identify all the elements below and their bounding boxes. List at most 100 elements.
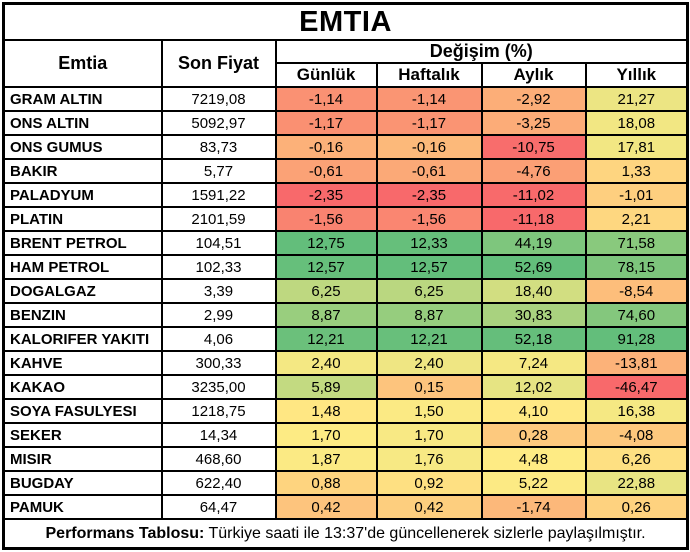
change-cell-haftalik: -0,16 [375, 134, 483, 160]
last-price: 83,73 [160, 134, 277, 160]
commodity-name: PALADYUM [2, 182, 163, 208]
table-row: GRAM ALTIN 7219,08 -1,14 -1,14 -2,92 21,27 [2, 86, 689, 112]
column-header-aylik: Aylık [480, 62, 587, 88]
table-row: ONS ALTIN 5092,97 -1,17 -1,17 -3,25 18,08 [2, 110, 689, 136]
commodity-name: KALORIFER YAKITI [2, 326, 163, 352]
change-cell-haftalik: 1,70 [375, 422, 483, 448]
commodity-name: BUGDAY [2, 470, 163, 496]
change-cell-yillik: 18,08 [584, 110, 689, 136]
change-cell-yillik: 17,81 [584, 134, 689, 160]
commodity-name: MISIR [2, 446, 163, 472]
last-price: 468,60 [160, 446, 277, 472]
commodity-name: PAMUK [2, 494, 163, 520]
table-row: KAKAO 3235,00 5,89 0,15 12,02 -46,47 [2, 374, 689, 400]
change-cell-gunluk: -0,61 [274, 158, 378, 184]
table-row: ONS GUMUS 83,73 -0,16 -0,16 -10,75 17,81 [2, 134, 689, 160]
change-cell-haftalik: 0,92 [375, 470, 483, 496]
commodity-name: BAKIR [2, 158, 163, 184]
last-price: 14,34 [160, 422, 277, 448]
change-cell-gunluk: 1,70 [274, 422, 378, 448]
change-cell-gunluk: 1,87 [274, 446, 378, 472]
footer-note-text: Türkiye saati ile 13:37'de güncellenerek… [208, 524, 646, 542]
last-price: 3235,00 [160, 374, 277, 400]
change-cell-yillik: 0,26 [584, 494, 689, 520]
title-row: EMTIA [2, 2, 689, 41]
commodity-name: SOYA FASULYESI [2, 398, 163, 424]
change-cell-aylik: -10,75 [480, 134, 587, 160]
change-cell-gunluk: 0,42 [274, 494, 378, 520]
change-cell-aylik: 12,02 [480, 374, 587, 400]
footer-row: Performans Tablosu: Türkiye saati ile 13… [2, 518, 689, 550]
change-cell-gunluk: -1,56 [274, 206, 378, 232]
commodity-name: BRENT PETROL [2, 230, 163, 256]
change-cell-haftalik: -2,35 [375, 182, 483, 208]
table-row: DOGALGAZ 3,39 6,25 6,25 18,40 -8,54 [2, 278, 689, 304]
last-price: 2,99 [160, 302, 277, 328]
change-cell-haftalik: 0,15 [375, 374, 483, 400]
change-cell-aylik: -11,18 [480, 206, 587, 232]
last-price: 7219,08 [160, 86, 277, 112]
last-price: 1591,22 [160, 182, 277, 208]
change-cell-aylik: -2,92 [480, 86, 587, 112]
table-row: SOYA FASULYESI 1218,75 1,48 1,50 4,10 16,38 [2, 398, 689, 424]
change-cell-haftalik: 2,40 [375, 350, 483, 376]
change-cell-aylik: -4,76 [480, 158, 587, 184]
commodity-name: ONS ALTIN [2, 110, 163, 136]
change-cell-haftalik: -1,14 [375, 86, 483, 112]
table-row: PALADYUM 1591,22 -2,35 -2,35 -11,02 -1,01 [2, 182, 689, 208]
change-cell-yillik: -4,08 [584, 422, 689, 448]
table-row: BENZIN 2,99 8,87 8,87 30,83 74,60 [2, 302, 689, 328]
change-cell-gunluk: -1,14 [274, 86, 378, 112]
change-cell-yillik: 21,27 [584, 86, 689, 112]
table-row: KAHVE 300,33 2,40 2,40 7,24 -13,81 [2, 350, 689, 376]
change-cell-gunluk: -1,17 [274, 110, 378, 136]
change-cell-aylik: 18,40 [480, 278, 587, 304]
table-row: KALORIFER YAKITI 4,06 12,21 12,21 52,18 91,28 [2, 326, 689, 352]
change-cell-haftalik: 1,50 [375, 398, 483, 424]
column-header-yillik: Yıllık [584, 62, 689, 88]
commodity-name: HAM PETROL [2, 254, 163, 280]
change-cell-haftalik: 12,33 [375, 230, 483, 256]
commodity-name: PLATIN [2, 206, 163, 232]
table-row: PLATIN 2101,59 -1,56 -1,56 -11,18 2,21 [2, 206, 689, 232]
table-row: SEKER 14,34 1,70 1,70 0,28 -4,08 [2, 422, 689, 448]
change-cell-gunluk: 12,21 [274, 326, 378, 352]
change-cell-haftalik: -0,61 [375, 158, 483, 184]
last-price: 300,33 [160, 350, 277, 376]
change-cell-haftalik: 6,25 [375, 278, 483, 304]
change-cell-yillik: -46,47 [584, 374, 689, 400]
change-cell-gunluk: 6,25 [274, 278, 378, 304]
commodity-name: KAKAO [2, 374, 163, 400]
commodity-name: GRAM ALTIN [2, 86, 163, 112]
change-cell-gunluk: 8,87 [274, 302, 378, 328]
change-cell-yillik: 91,28 [584, 326, 689, 352]
change-cell-aylik: 30,83 [480, 302, 587, 328]
change-cell-yillik: -8,54 [584, 278, 689, 304]
last-price: 104,51 [160, 230, 277, 256]
change-cell-gunluk: 12,75 [274, 230, 378, 256]
change-cell-aylik: -11,02 [480, 182, 587, 208]
change-cell-aylik: 44,19 [480, 230, 587, 256]
table-row: BAKIR 5,77 -0,61 -0,61 -4,76 1,33 [2, 158, 689, 184]
change-cell-yillik: 16,38 [584, 398, 689, 424]
column-header-gunluk: Günlük [274, 62, 378, 88]
header-row-top: Emtia Son Fiyat Değişim (%) [2, 39, 689, 88]
column-header-degisim: Değişim (%) [274, 39, 689, 64]
page-title: EMTIA [2, 2, 689, 41]
change-cell-yillik: 22,88 [584, 470, 689, 496]
table-row: HAM PETROL 102,33 12,57 12,57 52,69 78,15 [2, 254, 689, 280]
change-cell-haftalik: 1,76 [375, 446, 483, 472]
table-row: MISIR 468,60 1,87 1,76 4,48 6,26 [2, 446, 689, 472]
last-price: 64,47 [160, 494, 277, 520]
change-cell-aylik: -1,74 [480, 494, 587, 520]
column-header-son-fiyat: Son Fiyat [160, 39, 277, 88]
last-price: 4,06 [160, 326, 277, 352]
last-price: 2101,59 [160, 206, 277, 232]
table-row: PAMUK 64,47 0,42 0,42 -1,74 0,26 [2, 494, 689, 520]
footer-note: Performans Tablosu: Türkiye saati ile 13… [2, 518, 689, 550]
change-cell-gunluk: 12,57 [274, 254, 378, 280]
change-cell-haftalik: 12,21 [375, 326, 483, 352]
change-cell-haftalik: 8,87 [375, 302, 483, 328]
